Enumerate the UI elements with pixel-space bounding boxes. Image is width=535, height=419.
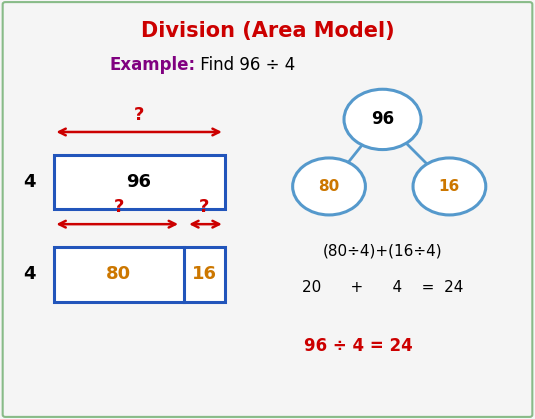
- Text: 4: 4: [23, 173, 36, 191]
- Text: 20      +      4    =  24: 20 + 4 = 24: [302, 279, 463, 295]
- Text: Find 96 ÷ 4: Find 96 ÷ 4: [195, 56, 295, 74]
- Ellipse shape: [413, 158, 486, 215]
- Text: Example:: Example:: [109, 56, 195, 74]
- Text: 96 ÷ 4 = 24: 96 ÷ 4 = 24: [304, 337, 413, 354]
- Text: 16: 16: [439, 179, 460, 194]
- Bar: [54, 247, 225, 302]
- Text: 4: 4: [23, 266, 36, 283]
- Text: 96: 96: [127, 173, 151, 191]
- Text: 80: 80: [318, 179, 340, 194]
- Text: ?: ?: [134, 106, 144, 124]
- Text: ?: ?: [199, 199, 209, 216]
- Text: 16: 16: [192, 266, 217, 283]
- Text: Division (Area Model): Division (Area Model): [141, 21, 394, 41]
- Text: ?: ?: [113, 199, 124, 216]
- Bar: [54, 155, 225, 210]
- Text: 96: 96: [371, 111, 394, 128]
- Text: 80: 80: [106, 266, 131, 283]
- Ellipse shape: [293, 158, 365, 215]
- Ellipse shape: [344, 89, 421, 150]
- Text: (80÷4)+(16÷4): (80÷4)+(16÷4): [323, 244, 442, 259]
